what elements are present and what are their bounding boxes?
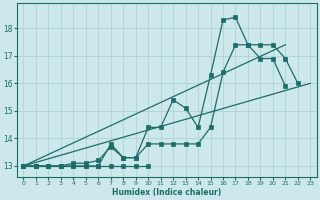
X-axis label: Humidex (Indice chaleur): Humidex (Indice chaleur) [112, 188, 221, 197]
